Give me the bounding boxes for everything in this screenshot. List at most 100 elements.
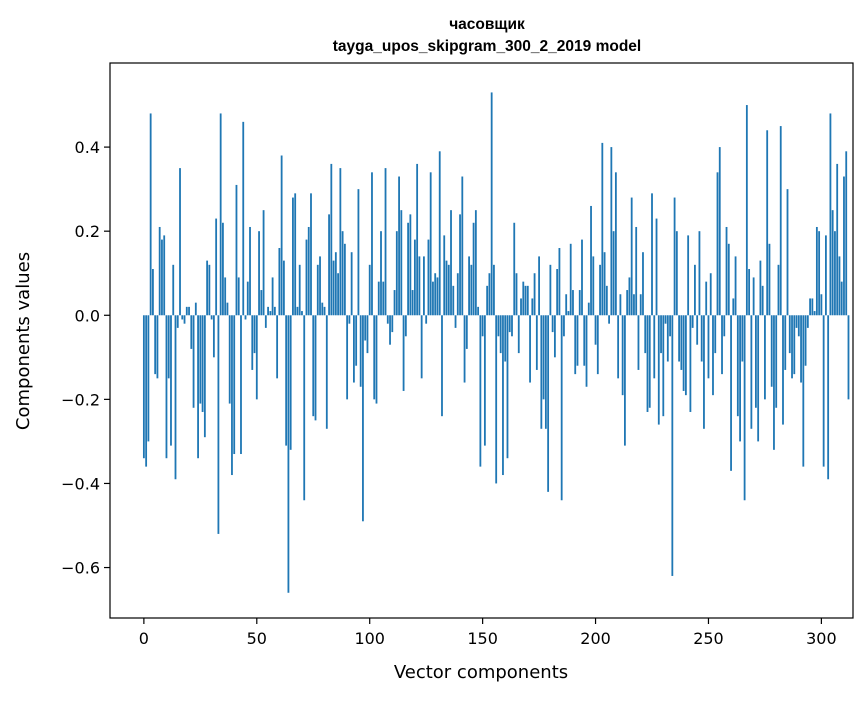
- bar-215: [628, 277, 631, 316]
- bar-202: [599, 264, 601, 316]
- bar-22: [192, 315, 195, 408]
- bar-281: [777, 264, 780, 316]
- bar-163: [511, 315, 513, 337]
- bar-8: [161, 239, 163, 316]
- bar-290: [797, 315, 800, 337]
- bar-260: [730, 315, 732, 471]
- bar-85: [334, 252, 337, 316]
- bar-82: [328, 214, 330, 316]
- bar-258: [725, 226, 728, 316]
- bar-49: [253, 315, 256, 354]
- bar-18: [183, 315, 186, 324]
- bar-272: [757, 315, 760, 442]
- bar-118: [409, 214, 412, 316]
- bar-189: [569, 243, 572, 316]
- bar-173: [533, 273, 536, 316]
- bar-296: [811, 298, 814, 316]
- bar-206: [608, 315, 610, 324]
- bar-221: [642, 252, 644, 316]
- bar-231: [664, 315, 667, 324]
- bar-275: [764, 315, 766, 400]
- bar-131: [438, 151, 441, 316]
- bar-64: [287, 315, 290, 593]
- bar-267: [745, 105, 748, 316]
- bar-185: [560, 315, 563, 501]
- bar-261: [732, 298, 735, 316]
- bar-39: [231, 315, 233, 476]
- bar-21: [190, 315, 193, 349]
- bar-60: [278, 248, 281, 316]
- bar-45: [244, 315, 247, 320]
- bar-230: [662, 315, 665, 417]
- bar-159: [502, 315, 504, 476]
- bar-187: [565, 294, 568, 316]
- bar-74: [310, 193, 312, 316]
- bar-120: [413, 239, 416, 316]
- bar-300: [820, 294, 823, 316]
- bars-group: [142, 92, 850, 593]
- bar-191: [574, 315, 577, 375]
- bar-288: [793, 315, 796, 375]
- bar-160: [504, 315, 507, 362]
- bar-312: [847, 315, 850, 400]
- y-tick-label: 0.4: [75, 138, 100, 157]
- bar-148: [477, 306, 480, 316]
- bar-307: [836, 163, 839, 316]
- bar-254: [716, 172, 719, 316]
- bar-269: [750, 315, 753, 429]
- bar-124: [423, 256, 425, 316]
- chart-subtitle: tayga_upos_skipgram_300_2_2019 model: [333, 38, 641, 55]
- bar-154: [490, 92, 493, 316]
- bar-251: [709, 273, 712, 316]
- bar-211: [619, 294, 622, 316]
- bar-188: [567, 311, 570, 316]
- bar-207: [610, 147, 613, 316]
- bar-193: [578, 290, 581, 316]
- bar-113: [398, 176, 400, 316]
- bar-249: [705, 281, 708, 316]
- bar-24: [197, 315, 199, 459]
- bar-212: [621, 315, 624, 396]
- chart-title: часовщик: [449, 16, 525, 33]
- bar-99: [366, 315, 369, 354]
- bar-143: [465, 315, 468, 349]
- bar-11: [167, 315, 170, 379]
- bar-28: [206, 260, 209, 316]
- bar-246: [698, 231, 701, 316]
- bar-273: [759, 260, 762, 316]
- bar-141: [461, 176, 464, 316]
- bar-142: [463, 315, 466, 383]
- bar-27: [203, 315, 206, 438]
- bar-106: [382, 281, 385, 316]
- bar-12: [170, 315, 172, 446]
- bar-301: [822, 315, 825, 467]
- x-tick-label: 150: [467, 629, 498, 648]
- bar-133: [443, 235, 446, 316]
- bar-213: [624, 315, 626, 446]
- bar-156: [495, 315, 498, 484]
- bar-229: [660, 315, 662, 354]
- bar-274: [761, 285, 764, 316]
- bar-107: [384, 168, 387, 316]
- bar-66: [292, 197, 294, 316]
- bar-186: [563, 315, 565, 337]
- bar-122: [418, 256, 421, 316]
- bar-271: [754, 315, 757, 408]
- bar-115: [402, 315, 405, 391]
- bar-239: [682, 315, 685, 391]
- bar-91: [348, 315, 351, 324]
- bar-209: [614, 172, 617, 316]
- bar-276: [766, 130, 769, 316]
- bar-96: [359, 315, 362, 387]
- bar-4: [152, 269, 154, 316]
- bar-48: [251, 315, 254, 370]
- bar-40: [233, 315, 236, 455]
- bar-245: [696, 315, 699, 345]
- bar-158: [499, 315, 502, 354]
- bar-295: [809, 298, 811, 316]
- bar-223: [646, 315, 649, 412]
- bar-235: [673, 197, 676, 316]
- bar-81: [325, 315, 328, 429]
- bar-10: [165, 315, 168, 459]
